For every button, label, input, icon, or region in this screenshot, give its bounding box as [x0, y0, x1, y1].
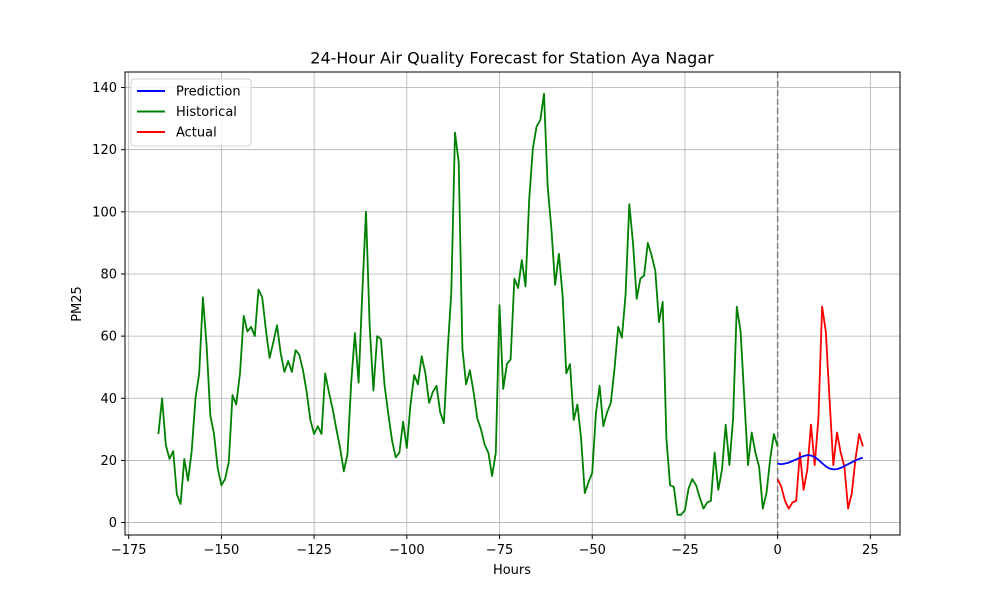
y-tick-label: 20 — [100, 454, 117, 469]
y-axis: 0 20 40 60 80 100 120 140 — [92, 81, 125, 531]
x-tick-label: −50 — [579, 543, 606, 558]
y-tick-label: 80 — [100, 267, 117, 282]
legend-label: Actual — [176, 126, 217, 141]
x-axis: −175 −150 −125 −100 −75 −50 −25 0 25 — [111, 535, 879, 558]
y-axis-label: PM25 — [70, 286, 85, 322]
legend-box — [130, 78, 252, 147]
plot-frame — [124, 71, 901, 536]
legend-label: Prediction — [176, 85, 241, 100]
series-layer — [157, 92, 864, 516]
y-tick-label: 140 — [92, 81, 117, 96]
x-tick-label: −100 — [389, 543, 425, 558]
series-line-historical — [157, 92, 779, 516]
chart-title: 24-Hour Air Quality Forecast for Station… — [310, 49, 714, 68]
y-tick-label: 0 — [109, 516, 117, 531]
series-line-prediction — [777, 454, 864, 471]
x-tick-label: −150 — [204, 543, 240, 558]
y-tick-label: 100 — [92, 205, 117, 220]
y-tick-label: 60 — [100, 330, 117, 345]
legend: Prediction Historical Actual — [130, 78, 252, 147]
x-tick-label: −25 — [671, 543, 698, 558]
series-line-actual — [776, 305, 864, 510]
x-tick-label: 0 — [773, 543, 781, 558]
x-tick-label: 25 — [862, 543, 879, 558]
x-tick-label: −175 — [111, 543, 147, 558]
y-tick-label: 120 — [92, 143, 117, 158]
x-tick-label: −125 — [296, 543, 332, 558]
legend-label: Historical — [176, 105, 237, 120]
x-axis-label: Hours — [493, 563, 531, 578]
x-tick-label: −75 — [486, 543, 513, 558]
y-tick-label: 40 — [100, 392, 117, 407]
